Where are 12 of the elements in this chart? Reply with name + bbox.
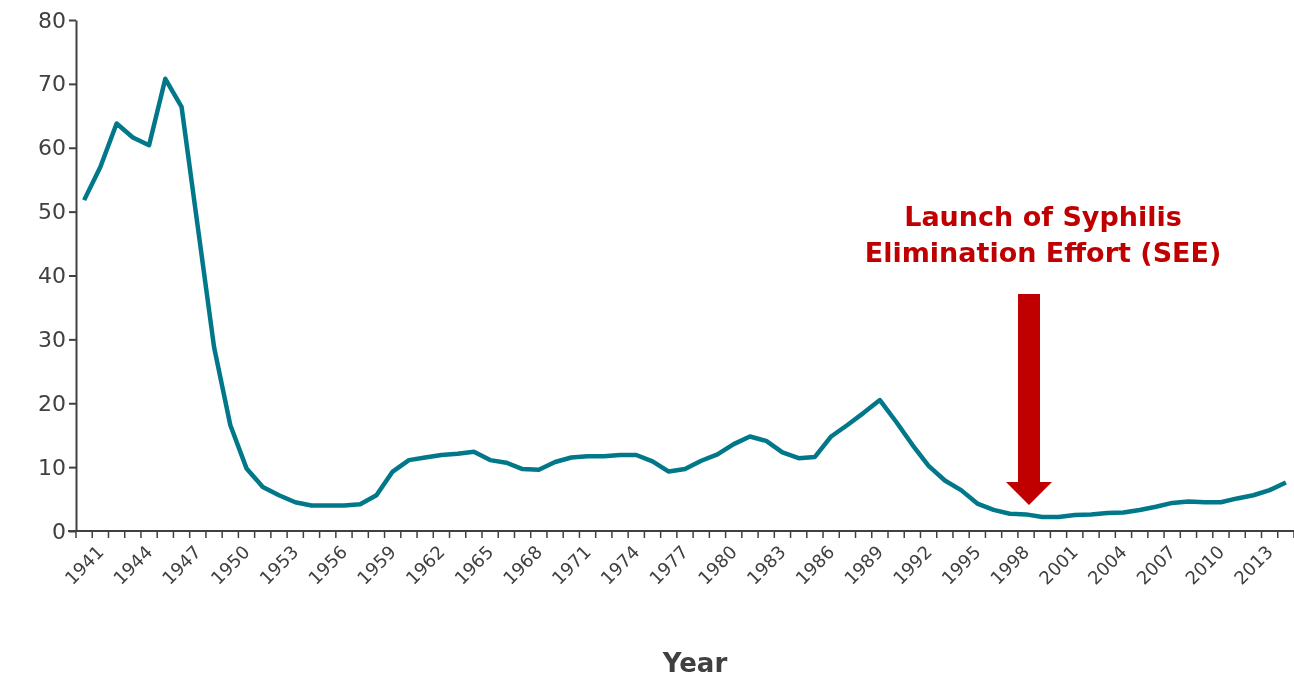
y-tick-label: 60 [38,135,66,161]
x-axis-title: Year [661,648,728,678]
y-tick-label: 70 [38,71,66,97]
y-tick-label: 0 [52,518,66,544]
y-tick-label: 10 [38,454,66,480]
line-series [81,76,1289,520]
y-tick-label: 20 [38,390,66,416]
y-tick-label: 40 [38,263,66,289]
annotation: Launch of Syphilis Elimination Effort (SEE) [864,201,1222,268]
y-tick-label: 30 [38,326,66,352]
y-tick-label: 80 [38,7,66,33]
y-tick-label: 50 [38,199,66,225]
